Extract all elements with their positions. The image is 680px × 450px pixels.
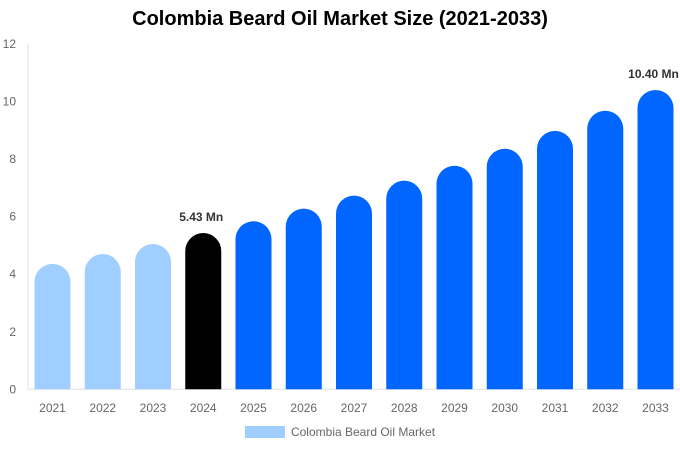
data-label-2024: 5.43 Mn	[179, 210, 223, 224]
bar-2021	[34, 263, 71, 390]
y-tick-label: 2	[9, 325, 16, 339]
x-tick-label: 2025	[240, 401, 267, 415]
x-tick-label: 2027	[341, 401, 368, 415]
chart-title: Colombia Beard Oil Market Size (2021-203…	[132, 8, 548, 30]
x-tick-label: 2023	[140, 401, 167, 415]
x-tick-label: 2031	[542, 401, 569, 415]
bar-2025	[235, 221, 272, 390]
bar-2033	[637, 90, 674, 390]
x-tick-label: 2022	[89, 401, 116, 415]
x-tick-label: 2032	[592, 401, 619, 415]
x-tick-label: 2021	[39, 401, 66, 415]
data-label-2033: 10.40 Mn	[628, 67, 679, 81]
bar-2029	[436, 165, 473, 390]
bar-2032	[587, 110, 624, 390]
bar-2028	[386, 180, 423, 390]
bar-2022	[84, 254, 121, 390]
legend-swatch	[244, 426, 285, 438]
x-tick-label: 2033	[642, 401, 669, 415]
y-tick-label: 6	[9, 210, 16, 224]
bar-2027	[336, 195, 372, 390]
x-tick-label: 2028	[391, 401, 418, 415]
x-tick-label: 2026	[290, 401, 317, 415]
x-tick-label: 2030	[491, 401, 518, 415]
y-tick-label: 8	[9, 152, 16, 166]
bar-2024	[185, 233, 222, 390]
legend: Colombia Beard Oil Market	[0, 425, 680, 439]
y-tick-label: 10	[3, 95, 17, 109]
bar-2023	[135, 243, 171, 390]
y-tick-label: 0	[9, 382, 16, 396]
y-tick-label: 4	[9, 267, 16, 281]
bar-2030	[486, 148, 523, 390]
x-tick-label: 2024	[190, 401, 217, 415]
bar-2026	[285, 208, 322, 390]
legend-label: Colombia Beard Oil Market	[290, 425, 436, 439]
y-tick-label: 12	[3, 37, 17, 51]
x-tick-label: 2029	[441, 401, 468, 415]
bar-2031	[537, 130, 573, 390]
